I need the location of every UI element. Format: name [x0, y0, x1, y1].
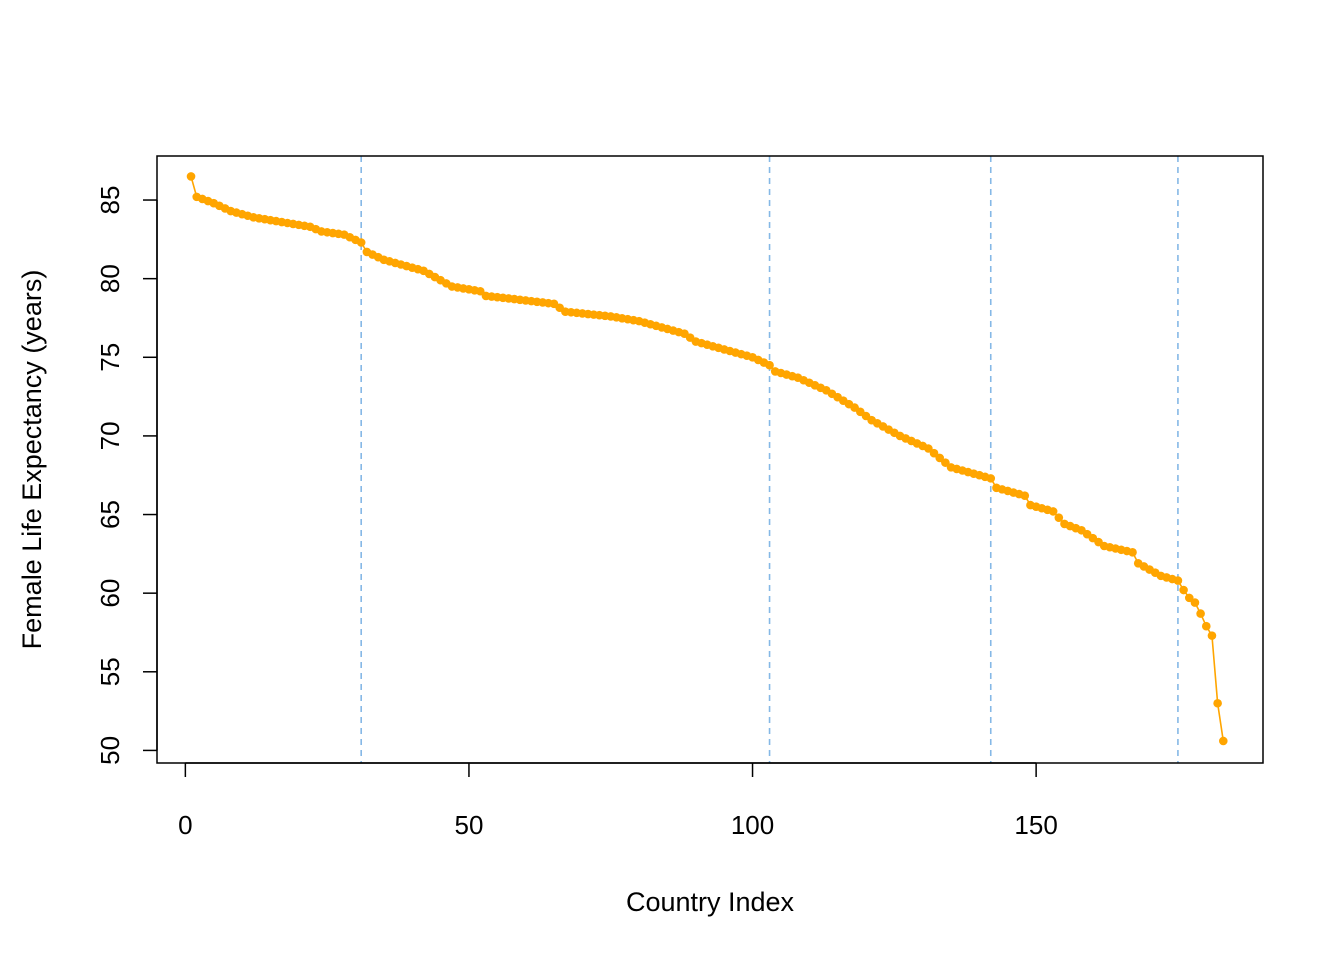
data-point	[186, 172, 196, 181]
x-tick-label-0: 0	[178, 810, 192, 840]
y-axis-label: Female Life Expectancy (years)	[17, 270, 47, 650]
y-axis: 50 55 60 65 70 75 80 85	[95, 186, 158, 765]
data-point	[1184, 593, 1194, 603]
y-tick-label-55: 55	[95, 657, 125, 686]
plot-frame	[156, 155, 1264, 764]
series-line	[190, 176, 1225, 742]
data-point	[1020, 491, 1030, 500]
data-point	[924, 444, 933, 453]
data-point	[1173, 576, 1183, 585]
y-tick-label-65: 65	[95, 500, 125, 529]
series-female-life-expectancy	[186, 172, 1228, 746]
data-point	[986, 474, 996, 483]
y-tick-label-50: 50	[95, 736, 125, 765]
y-tick-label-80: 80	[95, 264, 125, 293]
y-tick-label-60: 60	[95, 579, 125, 608]
data-point	[1207, 631, 1217, 640]
data-point	[1190, 598, 1200, 607]
data-point	[1201, 621, 1211, 631]
data-point	[941, 458, 950, 467]
data-point	[1179, 585, 1188, 595]
data-point	[1128, 547, 1137, 557]
data-point	[935, 453, 945, 463]
x-axis-label: Country Index	[626, 887, 795, 917]
data-point	[356, 238, 366, 247]
data-point	[1218, 736, 1228, 746]
vertical-reference-lines	[360, 156, 1179, 763]
y-tick-label-70: 70	[95, 421, 125, 450]
data-point	[1048, 507, 1058, 516]
y-tick-label-75: 75	[95, 343, 125, 372]
data-point	[1213, 698, 1222, 708]
x-tick-label-100: 100	[731, 810, 774, 840]
data-point	[1054, 513, 1064, 522]
x-tick-label-150: 150	[1014, 810, 1057, 840]
x-axis: 0 50 100 150	[178, 762, 1058, 840]
y-tick-label-85: 85	[95, 186, 125, 215]
x-tick-label-50: 50	[454, 810, 483, 840]
data-point	[1196, 609, 1205, 618]
data-point	[765, 360, 774, 370]
data-point	[475, 286, 485, 296]
data-point	[929, 448, 939, 458]
